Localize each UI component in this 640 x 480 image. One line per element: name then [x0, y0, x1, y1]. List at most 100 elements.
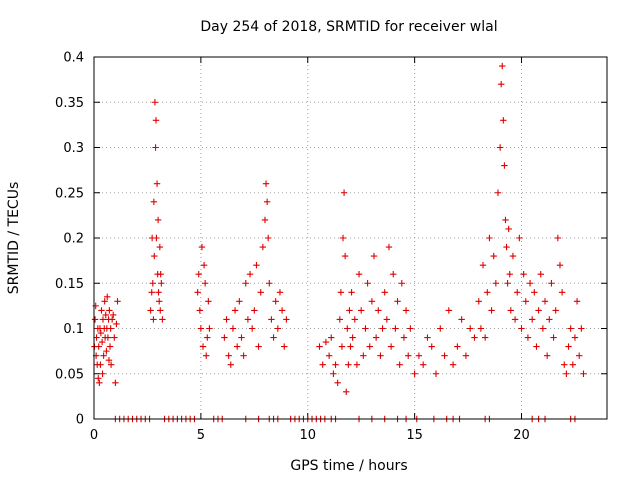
data-point: [509, 252, 517, 260]
data-point: [543, 352, 551, 359]
data-point: [490, 252, 497, 260]
data-point: [375, 307, 382, 314]
data-point: [522, 298, 529, 305]
data-point: [157, 271, 164, 278]
x-tick-label: 10: [299, 428, 316, 443]
chart-title: Day 254 of 2018, SRMTID for receiver wla…: [200, 19, 497, 35]
data-point: [345, 361, 352, 368]
data-point: [571, 334, 579, 341]
data-point: [159, 316, 166, 323]
data-point: [338, 343, 346, 350]
data-point: [148, 289, 155, 296]
data-point: [206, 325, 213, 332]
data-point: [398, 280, 405, 287]
data-point: [113, 320, 120, 328]
data-point: [348, 289, 355, 296]
data-point: [355, 271, 363, 278]
data-point: [396, 361, 403, 368]
data-point: [110, 311, 117, 319]
data-point: [392, 325, 399, 332]
data-point: [467, 325, 474, 332]
data-point: [242, 280, 249, 287]
data-point: [377, 352, 384, 359]
data-point: [105, 356, 113, 364]
data-point: [503, 243, 510, 251]
data-point: [462, 352, 470, 359]
y-tick-label: 0.4: [63, 51, 84, 66]
data-point: [107, 361, 115, 368]
data-point: [96, 379, 103, 386]
data-point: [95, 375, 102, 382]
data-point: [497, 80, 505, 88]
data-point: [319, 361, 326, 368]
data-point: [383, 316, 391, 323]
data-point: [340, 189, 348, 196]
data-point: [533, 343, 540, 350]
data-point: [484, 289, 491, 296]
data-point: [346, 307, 353, 314]
data-point: [151, 99, 159, 106]
data-point: [106, 343, 114, 350]
y-tick-label: 0.25: [55, 186, 84, 201]
data-point: [550, 334, 557, 341]
data-point: [221, 334, 228, 341]
data-point: [528, 316, 536, 323]
data-point: [152, 144, 159, 151]
y-tick-label: 0.05: [55, 367, 84, 382]
data-point: [261, 216, 269, 224]
x-tick-label: 5: [197, 428, 205, 443]
data-point: [103, 347, 110, 355]
data-point: [471, 334, 478, 341]
data-point: [203, 352, 210, 359]
data-point: [347, 343, 354, 350]
data-point: [385, 243, 393, 251]
data-point: [158, 280, 165, 287]
data-point: [505, 225, 512, 233]
data-point: [155, 298, 163, 305]
data-point: [488, 307, 495, 314]
data-point: [415, 352, 423, 359]
data-point: [316, 343, 323, 350]
data-point: [263, 198, 271, 205]
data-point: [516, 234, 523, 242]
data-point: [458, 316, 465, 323]
y-tick-label: 0: [76, 413, 84, 428]
data-point: [231, 307, 239, 314]
data-point: [486, 234, 493, 242]
data-point: [150, 316, 157, 323]
data-point: [349, 334, 356, 341]
data-point: [97, 329, 105, 337]
data-point: [98, 338, 106, 346]
data-point: [111, 334, 118, 341]
data-point: [552, 307, 559, 314]
data-point: [537, 271, 544, 278]
data-point: [150, 198, 158, 205]
x-tick-label: 0: [90, 428, 98, 443]
data-point: [201, 280, 209, 287]
data-point: [539, 325, 547, 332]
data-point: [155, 289, 162, 296]
data-point: [100, 352, 107, 359]
data-point: [246, 271, 254, 278]
data-point: [343, 388, 350, 396]
data-point: [101, 298, 108, 305]
data-point: [225, 352, 232, 359]
data-point: [500, 117, 507, 124]
data-point: [107, 325, 114, 332]
data-point: [437, 325, 444, 332]
data-point: [477, 325, 485, 332]
data-point: [108, 316, 116, 323]
data-point: [151, 252, 158, 260]
data-point: [360, 352, 367, 359]
data-point: [274, 325, 282, 332]
data-point: [270, 334, 277, 341]
data-point: [449, 361, 457, 368]
x-tick-label: 15: [406, 428, 423, 443]
data-point: [481, 334, 489, 341]
data-point: [351, 316, 358, 323]
data-point: [253, 261, 260, 269]
data-point: [278, 307, 286, 314]
data-point: [281, 343, 288, 350]
data-point: [244, 316, 252, 323]
data-point: [204, 334, 211, 341]
